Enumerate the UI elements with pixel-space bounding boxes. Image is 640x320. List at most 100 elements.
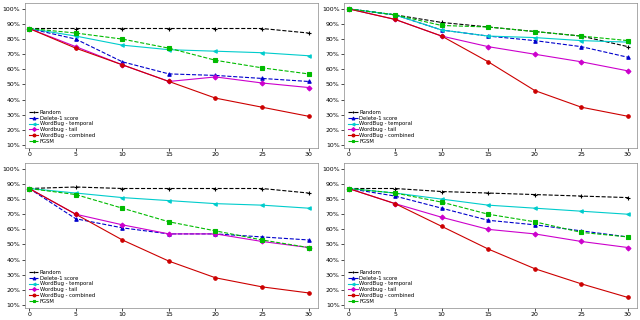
FGSM <box>26 27 33 30</box>
FGSM <box>258 66 266 70</box>
Legend: Random, Delete-1 score, WordBug - temporal, Wordbug - tail, WordBug - combined, : Random, Delete-1 score, WordBug - tempor… <box>346 108 416 145</box>
Delete-1 score <box>391 194 399 198</box>
Line: FGSM: FGSM <box>28 27 310 76</box>
WordBug - temporal <box>484 34 492 38</box>
WordBug - combined <box>577 105 585 109</box>
WordBug - temporal <box>118 196 126 199</box>
FGSM <box>345 187 353 190</box>
Line: Random: Random <box>347 7 630 48</box>
WordBug - combined <box>391 18 399 21</box>
WordBug - temporal <box>345 7 353 11</box>
Wordbug - tail <box>345 7 353 11</box>
WordBug - temporal <box>438 197 445 201</box>
Wordbug - tail <box>165 232 173 236</box>
FGSM <box>438 200 445 204</box>
Wordbug - tail <box>118 63 126 67</box>
Random <box>531 193 539 196</box>
WordBug - temporal <box>391 191 399 195</box>
Wordbug - tail <box>305 86 312 90</box>
WordBug - temporal <box>531 36 539 39</box>
FGSM <box>624 235 632 239</box>
Wordbug - tail <box>26 27 33 30</box>
Line: WordBug - temporal: WordBug - temporal <box>347 187 630 216</box>
WordBug - combined <box>72 46 79 50</box>
Wordbug - tail <box>165 80 173 84</box>
Delete-1 score <box>531 39 539 43</box>
FGSM <box>26 187 33 190</box>
Delete-1 score <box>258 76 266 80</box>
Wordbug - tail <box>118 223 126 227</box>
Delete-1 score <box>118 60 126 64</box>
Random <box>391 187 399 190</box>
WordBug - temporal <box>72 191 79 195</box>
Wordbug - tail <box>438 34 445 38</box>
Legend: Random, Delete-1 score, WordBug - temporal, Wordbug - tail, WordBug - combined, : Random, Delete-1 score, WordBug - tempor… <box>28 268 97 305</box>
Wordbug - tail <box>305 246 312 250</box>
WordBug - temporal <box>258 203 266 207</box>
Random <box>305 191 312 195</box>
Delete-1 score <box>345 187 353 190</box>
Random <box>26 27 33 30</box>
FGSM <box>72 31 79 35</box>
Line: WordBug - combined: WordBug - combined <box>347 7 630 118</box>
FGSM <box>212 229 220 233</box>
Delete-1 score <box>212 232 220 236</box>
Delete-1 score <box>26 187 33 190</box>
Random <box>165 187 173 190</box>
Random <box>345 187 353 190</box>
WordBug - temporal <box>165 48 173 52</box>
WordBug - combined <box>624 114 632 118</box>
Wordbug - tail <box>72 45 79 49</box>
Delete-1 score <box>118 226 126 230</box>
Wordbug - tail <box>624 246 632 250</box>
FGSM <box>305 246 312 250</box>
FGSM <box>72 193 79 196</box>
Delete-1 score <box>305 80 312 84</box>
Delete-1 score <box>391 13 399 17</box>
Wordbug - tail <box>258 81 266 85</box>
Line: Delete-1 score: Delete-1 score <box>28 187 310 242</box>
FGSM <box>438 24 445 28</box>
Delete-1 score <box>624 235 632 239</box>
WordBug - temporal <box>305 54 312 58</box>
Random <box>438 190 445 194</box>
Wordbug - tail <box>345 187 353 190</box>
Delete-1 score <box>438 28 445 32</box>
WordBug - temporal <box>624 40 632 44</box>
Delete-1 score <box>577 229 585 233</box>
Wordbug - tail <box>484 228 492 231</box>
Delete-1 score <box>165 232 173 236</box>
Wordbug - tail <box>212 75 220 79</box>
Wordbug - tail <box>391 18 399 21</box>
FGSM <box>118 37 126 41</box>
Random <box>72 185 79 189</box>
Wordbug - tail <box>577 60 585 64</box>
Delete-1 score <box>484 218 492 222</box>
Delete-1 score <box>165 72 173 76</box>
Wordbug - tail <box>72 212 79 216</box>
Wordbug - tail <box>484 45 492 49</box>
Random <box>165 27 173 30</box>
Line: Wordbug - tail: Wordbug - tail <box>347 187 630 249</box>
Random <box>484 191 492 195</box>
WordBug - temporal <box>624 212 632 216</box>
WordBug - temporal <box>212 49 220 53</box>
Random <box>345 7 353 11</box>
WordBug - combined <box>305 114 312 118</box>
WordBug - combined <box>258 105 266 109</box>
WordBug - combined <box>577 282 585 286</box>
Random <box>624 196 632 199</box>
Legend: Random, Delete-1 score, WordBug - temporal, Wordbug - tail, WordBug - combined, : Random, Delete-1 score, WordBug - tempor… <box>346 268 416 305</box>
WordBug - temporal <box>258 51 266 55</box>
WordBug - combined <box>438 34 445 38</box>
FGSM <box>165 46 173 50</box>
FGSM <box>165 220 173 224</box>
Line: Random: Random <box>347 187 630 199</box>
Random <box>258 27 266 30</box>
Random <box>305 31 312 35</box>
Wordbug - tail <box>531 232 539 236</box>
WordBug - temporal <box>531 206 539 210</box>
Wordbug - tail <box>26 187 33 190</box>
WordBug - combined <box>345 187 353 190</box>
WordBug - combined <box>484 247 492 251</box>
